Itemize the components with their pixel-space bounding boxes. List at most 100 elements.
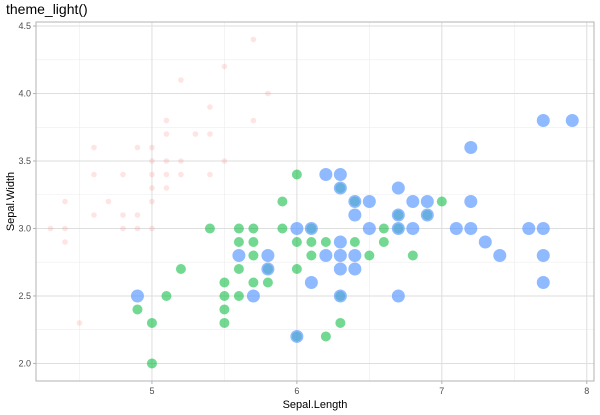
series-3-point [290,221,304,235]
y-tick-label: 3.5 [18,156,31,166]
series-3-point [391,289,405,303]
series-2-point [320,331,331,342]
series-3-point [333,168,347,182]
series-3-point [333,235,347,249]
series-1-point [134,212,141,218]
series-2-point [349,236,360,247]
series-1-point [163,131,170,137]
series-3-point [348,208,362,222]
series-1-point [250,36,257,43]
series-3-point [391,181,405,195]
chart-title: theme_light() [6,1,88,17]
series-3-point [464,141,478,155]
series-2-point [233,263,244,274]
series-1-point [91,212,97,218]
series-1-point [250,117,257,124]
series-2-point [175,263,186,274]
series-2-point [364,250,375,261]
series-1-point [105,198,112,205]
series-1-point [120,171,126,178]
x-axis-ticks: 5 6 7 8 [149,381,589,396]
series-2-point [306,250,317,261]
series-2-point [233,223,244,234]
series-2-point [248,223,259,234]
series-1-point [149,225,155,232]
series-1-point [62,198,68,205]
series-1-point [178,158,184,164]
series-3-point [391,221,405,235]
series-1-point [207,131,213,137]
series-3-point [246,289,260,303]
series-2-point [262,277,273,288]
series-2-point [291,263,302,274]
series-1-point [120,225,126,232]
series-1-point [178,171,184,178]
x-tick-label: 7 [439,386,444,396]
series-2-point [378,236,389,247]
series-3-point [420,195,434,208]
series-3-point [333,262,347,276]
series-1-point [62,225,68,232]
minor-gridlines [36,22,594,381]
series-2-point [291,169,302,180]
series-1-points [47,36,271,326]
series-3-point [304,221,318,235]
series-2-point [132,304,143,315]
series-1-point [76,320,83,326]
series-1-point [149,144,155,151]
series-3-point [449,221,463,235]
x-tick-label: 6 [294,386,299,396]
series-1-point [149,185,155,191]
series-2-point [248,277,259,288]
series-2-point [146,358,157,369]
series-2-point [291,236,302,247]
series-3-point [290,329,304,343]
series-2-point [436,196,447,207]
y-tick-label: 4.0 [18,89,31,99]
series-3-point [493,248,507,262]
series-3-point [522,221,536,235]
series-2-point [320,236,331,247]
series-3-point [406,221,420,235]
series-2-point [219,290,230,301]
series-2-point [277,196,288,207]
series-1-point [207,171,213,178]
panel-border [35,21,595,382]
series-3-point [362,221,376,235]
series-1-point [120,212,126,218]
series-3-point [464,195,478,208]
series-2-point [233,236,244,247]
series-2-point [248,250,259,261]
series-1-point [134,225,141,232]
series-3-points [130,114,579,343]
series-2-points [132,169,447,369]
y-tick-label: 4.5 [18,21,31,31]
series-3-point [261,262,275,276]
y-axis-ticks: 2.0 2.5 3.0 3.5 4.0 4.5 [18,21,36,368]
series-3-point [333,289,347,303]
series-1-point [149,198,155,205]
series-1-point [149,171,155,178]
y-axis-title: Sepal.Width [5,172,17,231]
series-2-point [161,290,172,301]
series-3-point [333,181,347,195]
series-2-point [407,250,418,261]
series-3-point [348,262,362,276]
series-2-point [219,317,230,328]
x-axis-title: Sepal.Length [283,399,348,411]
series-1-point [163,158,170,164]
series-2-point [248,236,259,247]
x-tick-label: 5 [149,386,154,396]
series-1-point [163,185,170,191]
major-gridlines [36,22,594,381]
series-3-point [261,248,275,262]
data-points [47,36,579,369]
series-1-point [134,144,141,151]
series-2-point [335,317,346,328]
series-3-point [348,248,362,262]
y-tick-label: 3.0 [18,223,31,233]
series-2-point [306,236,317,247]
series-3-point [319,168,333,182]
series-3-point [406,195,420,208]
